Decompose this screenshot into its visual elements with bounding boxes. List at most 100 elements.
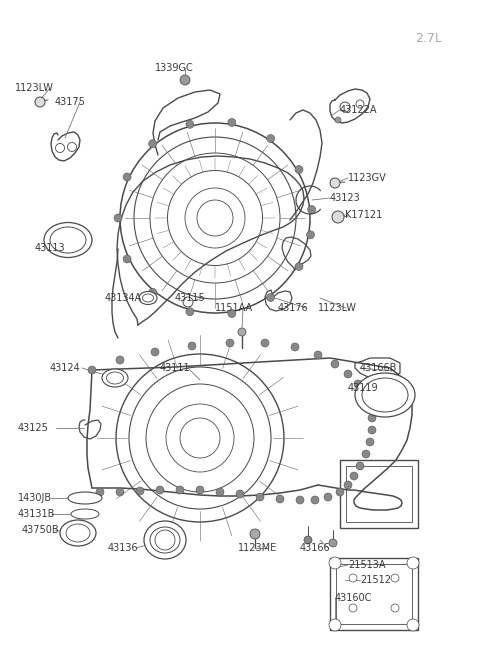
Circle shape [296, 496, 304, 504]
Circle shape [314, 351, 322, 359]
Circle shape [295, 166, 303, 174]
Text: K17121: K17121 [345, 210, 382, 220]
Circle shape [151, 348, 159, 356]
Bar [336, 564, 412, 624]
Circle shape [366, 401, 374, 409]
Circle shape [226, 339, 234, 347]
Ellipse shape [68, 492, 102, 504]
Circle shape [349, 604, 357, 612]
Circle shape [188, 342, 196, 350]
Text: 43136: 43136 [108, 543, 139, 553]
Text: 43176: 43176 [278, 303, 309, 313]
Bar [346, 466, 412, 522]
Circle shape [136, 487, 144, 495]
Ellipse shape [144, 521, 186, 559]
Circle shape [356, 100, 364, 108]
Text: 43124: 43124 [50, 363, 81, 373]
Circle shape [228, 310, 236, 318]
Text: 43122A: 43122A [340, 105, 377, 115]
Text: 1123LW: 1123LW [15, 83, 54, 93]
Circle shape [266, 134, 275, 143]
Circle shape [256, 493, 264, 501]
Circle shape [68, 143, 76, 151]
Circle shape [329, 557, 341, 569]
Circle shape [324, 493, 332, 501]
Text: 43750B: 43750B [22, 525, 60, 535]
Circle shape [250, 529, 260, 539]
Circle shape [56, 143, 64, 153]
Circle shape [349, 574, 357, 582]
Circle shape [311, 496, 319, 504]
Circle shape [330, 178, 340, 188]
Circle shape [362, 390, 370, 398]
Circle shape [149, 140, 156, 147]
Ellipse shape [102, 369, 128, 387]
Circle shape [329, 539, 337, 547]
Circle shape [35, 97, 45, 107]
Ellipse shape [60, 520, 96, 546]
Circle shape [88, 366, 96, 374]
Circle shape [196, 486, 204, 494]
Circle shape [332, 211, 344, 223]
Bar [330, 558, 418, 630]
Text: 43175: 43175 [55, 97, 86, 107]
Circle shape [391, 604, 399, 612]
Text: 1430JB: 1430JB [18, 493, 52, 503]
Circle shape [186, 308, 194, 316]
Ellipse shape [66, 524, 90, 542]
Ellipse shape [107, 372, 123, 384]
Circle shape [291, 343, 299, 351]
Circle shape [336, 488, 344, 496]
Circle shape [366, 438, 374, 446]
Circle shape [331, 360, 339, 368]
Circle shape [354, 380, 362, 388]
Circle shape [304, 536, 312, 544]
Ellipse shape [362, 378, 408, 412]
Circle shape [116, 356, 124, 364]
Text: 43160C: 43160C [335, 593, 372, 603]
Circle shape [307, 231, 314, 239]
Circle shape [362, 450, 370, 458]
Circle shape [180, 75, 190, 85]
Text: 43166B: 43166B [360, 363, 397, 373]
Circle shape [350, 472, 358, 480]
Bar [340, 460, 418, 528]
Circle shape [391, 574, 399, 582]
Circle shape [186, 121, 194, 128]
Ellipse shape [139, 291, 157, 305]
Circle shape [340, 102, 350, 112]
Circle shape [155, 530, 175, 550]
Text: 43131B: 43131B [18, 509, 55, 519]
Circle shape [116, 488, 124, 496]
Circle shape [356, 462, 364, 470]
Circle shape [329, 619, 341, 631]
Text: 1123GV: 1123GV [348, 173, 387, 183]
Circle shape [407, 557, 419, 569]
Circle shape [368, 426, 376, 434]
Text: 43119: 43119 [348, 383, 379, 393]
Circle shape [156, 486, 164, 494]
Circle shape [96, 488, 104, 496]
Ellipse shape [355, 373, 415, 417]
Circle shape [407, 619, 419, 631]
Circle shape [123, 173, 131, 181]
Circle shape [266, 293, 275, 301]
Circle shape [344, 481, 352, 489]
Text: 43166: 43166 [300, 543, 331, 553]
Ellipse shape [150, 527, 180, 553]
Circle shape [368, 414, 376, 422]
Ellipse shape [71, 509, 99, 519]
Text: 1151AA: 1151AA [215, 303, 253, 313]
Circle shape [114, 214, 122, 222]
Circle shape [216, 488, 224, 496]
Ellipse shape [143, 294, 154, 302]
Text: 43115: 43115 [175, 293, 206, 303]
Circle shape [308, 206, 316, 214]
Text: 43113: 43113 [35, 243, 66, 253]
Circle shape [236, 490, 244, 498]
Circle shape [276, 495, 284, 503]
Text: 43125: 43125 [18, 423, 49, 433]
Circle shape [149, 288, 156, 296]
Circle shape [228, 119, 236, 126]
Circle shape [344, 370, 352, 378]
